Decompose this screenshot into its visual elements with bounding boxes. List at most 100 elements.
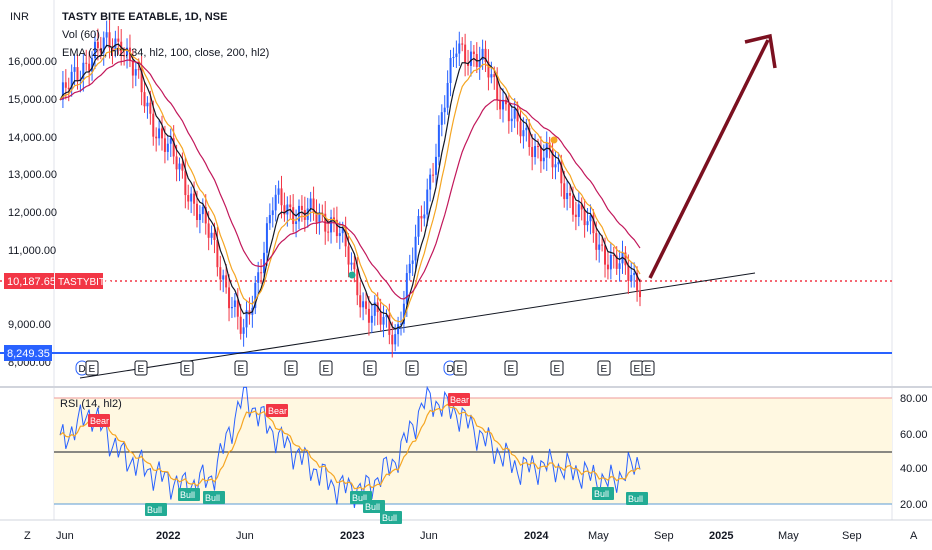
- candle-body: [216, 239, 219, 268]
- time-label: 2024: [524, 530, 549, 542]
- candle-body: [254, 282, 257, 308]
- candle-body: [566, 192, 569, 200]
- candle-body: [204, 206, 207, 224]
- candle-body: [158, 128, 161, 139]
- candle-body: [137, 69, 140, 71]
- projection-arrow[interactable]: [648, 39, 770, 279]
- candle-body: [522, 130, 525, 137]
- earnings-marker[interactable]: [234, 360, 248, 376]
- candle-body: [341, 227, 344, 234]
- rsi-tick: 80.00: [900, 393, 928, 405]
- candle-body: [513, 108, 516, 119]
- bull-signal-label: Bull: [205, 493, 220, 503]
- candle-body: [260, 272, 263, 274]
- candle-body: [554, 164, 557, 168]
- candle-body: [551, 150, 554, 168]
- price-tick: 15,000.00: [8, 94, 57, 106]
- candle-body: [502, 99, 505, 110]
- earnings-marker[interactable]: [641, 360, 655, 376]
- candle-body: [510, 118, 513, 122]
- candle-body: [93, 41, 96, 59]
- earnings-marker-label: E: [184, 364, 191, 375]
- earnings-marker[interactable]: [284, 360, 298, 376]
- rsi-indicator-label[interactable]: RSI (14, hl2): [60, 398, 122, 410]
- candle-body: [271, 210, 274, 216]
- bull-signal-badge: [626, 492, 648, 505]
- candle-body: [230, 306, 233, 309]
- candle-body: [583, 209, 586, 226]
- candle-body: [344, 227, 347, 247]
- candle-body: [327, 231, 330, 233]
- candle-body: [149, 102, 152, 114]
- candle-body: [131, 61, 134, 76]
- trendline[interactable]: [79, 272, 756, 379]
- bull-signal-label: Bull: [180, 490, 195, 500]
- ema-21-line: [59, 43, 641, 330]
- time-label: May: [588, 530, 609, 542]
- bull-signal-badge: [380, 511, 402, 524]
- candle-body: [507, 104, 510, 122]
- candle-body: [630, 275, 633, 281]
- candle-body: [359, 295, 362, 308]
- earnings-marker[interactable]: [85, 360, 99, 376]
- candle-body: [61, 82, 64, 100]
- earnings-marker[interactable]: [134, 360, 148, 376]
- projection-arrowhead: [744, 33, 777, 69]
- volume-indicator-label[interactable]: Vol (60): [62, 29, 100, 41]
- last-price-badge: [4, 273, 54, 289]
- candle-body: [169, 138, 172, 144]
- candle-body: [417, 215, 420, 237]
- earnings-marker[interactable]: [363, 360, 377, 376]
- time-label: May: [778, 530, 799, 542]
- candle-body: [461, 43, 464, 45]
- candle-body: [362, 301, 365, 308]
- candle-body: [580, 204, 583, 210]
- candle-body: [161, 128, 164, 139]
- candle-body: [636, 272, 639, 291]
- candle-body: [519, 121, 522, 137]
- time-axis[interactable]: Jun 2022 Jun 2023 Jun 2024 May Sep 2025 …: [56, 530, 862, 542]
- candle-body: [295, 221, 298, 224]
- candle-body: [402, 303, 405, 324]
- dividend-marker-label: D: [79, 364, 86, 375]
- earnings-marker-label: E: [409, 364, 416, 375]
- candle-body: [472, 51, 475, 55]
- candle-body: [152, 113, 155, 137]
- earnings-marker[interactable]: [550, 360, 564, 376]
- candle-body: [82, 62, 85, 80]
- candle-body: [228, 287, 231, 309]
- candle-body: [239, 316, 242, 334]
- candle-body: [184, 170, 187, 196]
- candle-body: [134, 69, 137, 76]
- bull-signal-badge: [363, 500, 385, 513]
- candle-body: [446, 82, 449, 108]
- candle-body: [405, 273, 408, 304]
- candle-body: [146, 102, 149, 107]
- earnings-marker-label: E: [601, 364, 608, 375]
- candle-body: [242, 327, 245, 334]
- zoom-button[interactable]: Z: [24, 530, 31, 542]
- earnings-marker[interactable]: [504, 360, 518, 376]
- rsi-axis[interactable]: 80.00 60.00 40.00 20.00: [900, 393, 928, 511]
- candle-body: [411, 260, 414, 264]
- earnings-marker[interactable]: [319, 360, 333, 376]
- candle-body: [102, 37, 105, 53]
- earnings-marker[interactable]: [597, 360, 611, 376]
- candle-body: [233, 300, 236, 307]
- candle-body: [385, 315, 388, 317]
- rsi-tick: 60.00: [900, 429, 928, 441]
- candle-body: [548, 142, 551, 151]
- auto-scale-button[interactable]: A: [910, 530, 918, 542]
- price-axis[interactable]: 16,000.00 15,000.00 14,000.00 13,000.00 …: [8, 56, 57, 369]
- earnings-marker[interactable]: [180, 360, 194, 376]
- candle-body: [536, 146, 539, 148]
- earnings-marker[interactable]: [453, 360, 467, 376]
- rsi-line: [59, 385, 641, 508]
- dividend-marker-label: D: [447, 364, 454, 375]
- currency-label[interactable]: INR: [10, 11, 29, 23]
- ema-indicator-label[interactable]: EMA (21, hl2, 34, hl2, 100, close, 200, …: [62, 47, 269, 59]
- earnings-marker[interactable]: [405, 360, 419, 376]
- candle-body: [604, 245, 607, 265]
- candle-body: [257, 272, 260, 283]
